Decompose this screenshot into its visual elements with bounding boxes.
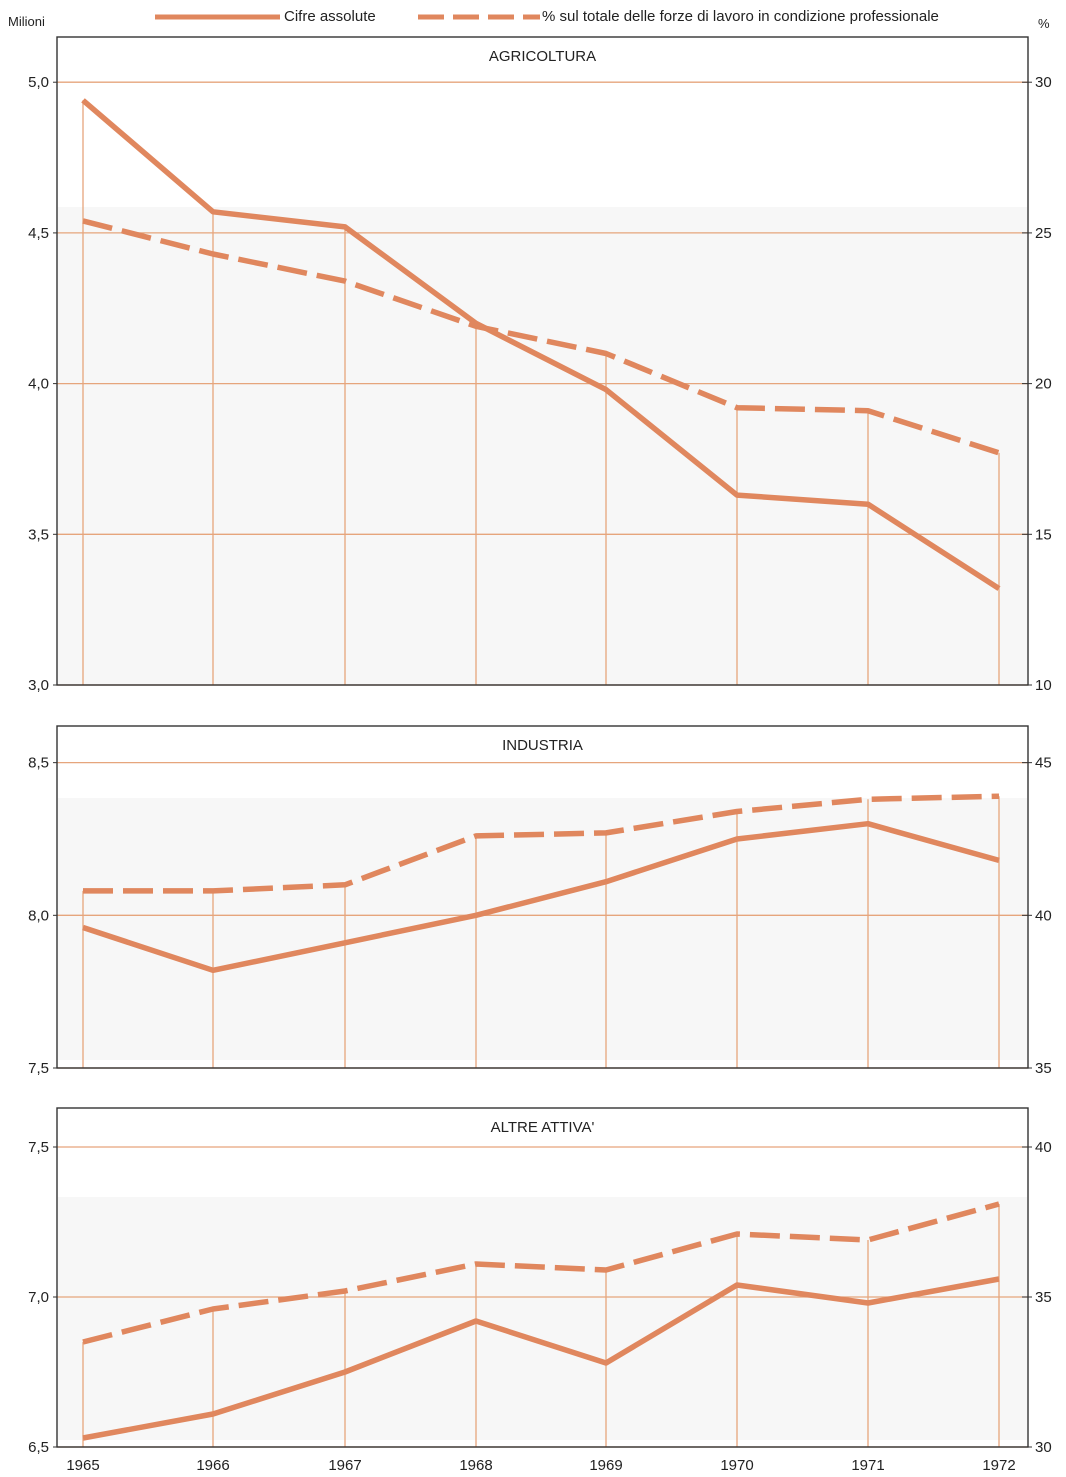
chart-panel-3: 6,5 7,0 7,5 30 35 40 ALTRE ATTIVA' — [28, 1107, 1052, 1456]
series-absolute-line — [82, 820, 1000, 974]
x-tick-label: 1967 — [328, 1457, 361, 1474]
right-tick-label: 15 — [1035, 526, 1052, 543]
x-tick-label: 1971 — [851, 1457, 884, 1474]
plot-background-band — [58, 798, 1027, 1060]
right-tick-label: 10 — [1035, 677, 1052, 694]
x-tick-label: 1972 — [982, 1457, 1015, 1474]
right-tick-label: 45 — [1035, 755, 1052, 772]
left-tick-label: 6,5 — [28, 1439, 49, 1456]
x-tick-label: 1969 — [589, 1457, 622, 1474]
left-tick-label: 7,5 — [28, 1139, 49, 1156]
series-absolute-line — [81, 98, 1001, 591]
left-axis-unit: Milioni — [8, 14, 45, 29]
plot-frame — [56, 1107, 1029, 1448]
left-tick-label: 7,5 — [28, 1060, 49, 1077]
right-tick-label: 25 — [1035, 225, 1052, 242]
panel-title: ALTRE ATTIVA' — [491, 1119, 595, 1136]
panel-title: AGRICOLTURA — [489, 48, 596, 65]
left-tick-label: 8,0 — [28, 907, 49, 924]
right-tick-label: 30 — [1035, 74, 1052, 91]
right-tick-label: 30 — [1035, 1439, 1052, 1456]
legend: Cifre assolute % sul totale delle forze … — [0, 6, 1066, 28]
left-tick-label: 5,0 — [28, 74, 49, 91]
x-tick-label: 1966 — [196, 1457, 229, 1474]
x-tick-label: 1968 — [459, 1457, 492, 1474]
right-tick-label: 35 — [1035, 1060, 1052, 1077]
legend-percent-label: % sul totale delle forze di lavoro in co… — [542, 8, 939, 25]
series-absolute-line — [82, 1276, 1000, 1441]
left-tick-label: 3,5 — [28, 526, 49, 543]
plot-background-band — [58, 207, 1027, 685]
chart-panel-2: 7,5 8,0 8,5 35 40 45 INDUSTRIA — [28, 725, 1052, 1077]
plot-background-band — [58, 1197, 1027, 1440]
series-percent-line — [82, 1201, 1000, 1345]
legend-absolute-label: Cifre assolute — [284, 8, 376, 25]
left-tick-label: 8,5 — [28, 755, 49, 772]
x-tick-label: 1965 — [66, 1457, 99, 1474]
left-tick-label: 7,0 — [28, 1289, 49, 1306]
legend-swatches — [155, 14, 540, 20]
right-tick-label: 35 — [1035, 1289, 1052, 1306]
left-tick-label: 4,0 — [28, 376, 49, 393]
series-percent-line — [83, 793, 1000, 894]
right-tick-label: 40 — [1035, 1139, 1052, 1156]
right-tick-label: 20 — [1035, 376, 1052, 393]
plot-frame — [56, 36, 1029, 686]
right-axis-unit: % — [1038, 16, 1050, 31]
x-tick-label: 1970 — [720, 1457, 753, 1474]
plot-frame — [56, 725, 1029, 1069]
right-tick-label: 40 — [1035, 907, 1052, 924]
left-tick-label: 4,5 — [28, 225, 49, 242]
left-tick-label: 3,0 — [28, 677, 49, 694]
chart-panel-1: 3,0 3,5 4,0 4,5 5,0 10 15 20 25 30 AGRICOLTURA — [28, 36, 1052, 694]
panel-title: INDUSTRIA — [502, 737, 583, 754]
